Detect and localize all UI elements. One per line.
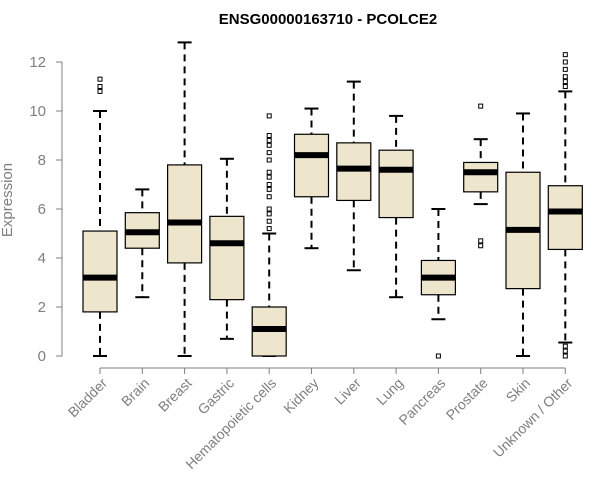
box-prostate	[463, 103, 499, 249]
iqr-box	[378, 149, 414, 219]
y-tick-label: 6	[38, 201, 46, 218]
outlier-point	[562, 79, 568, 85]
y-tick-label: 2	[38, 299, 46, 316]
outlier-point	[97, 88, 103, 94]
y-tick-label: 12	[29, 54, 46, 71]
outlier-point	[266, 226, 272, 232]
box-gastric	[209, 157, 245, 340]
x-tick-label: Skin	[503, 375, 534, 406]
outlier-point	[266, 133, 272, 138]
x-tick-label: Prostate	[443, 375, 491, 423]
outlier-point	[562, 84, 568, 89]
boxes-group	[82, 41, 583, 359]
outlier-point	[266, 137, 272, 143]
x-tick-label: Bladder	[65, 375, 111, 421]
box-lung	[378, 114, 414, 299]
iqr-box	[336, 142, 372, 202]
x-tick-label: Pancreas	[395, 375, 448, 428]
iqr-box	[463, 161, 499, 193]
y-tick-label: 0	[38, 348, 46, 365]
box-unknown-other	[547, 52, 583, 359]
box-skin	[505, 112, 541, 357]
outlier-point	[266, 211, 272, 217]
x-tick-label: Kidney	[280, 375, 322, 417]
iqr-box	[167, 164, 203, 264]
x-tick-label: Brain	[118, 375, 152, 409]
outlier-point	[478, 238, 484, 244]
box-hematopoietic-cells	[251, 113, 287, 357]
outlier-point	[562, 52, 568, 58]
y-tick-label: 10	[29, 103, 46, 120]
box-kidney	[293, 107, 330, 250]
outlier-point	[562, 66, 568, 72]
outlier-point	[266, 150, 272, 156]
outlier-point	[266, 157, 272, 163]
outlier-point	[266, 182, 272, 187]
outlier-point	[562, 348, 568, 354]
box-pancreas	[420, 208, 456, 359]
outlier-point	[562, 59, 568, 65]
outlier-point	[266, 218, 272, 224]
chart-title: ENSG00000163710 - PCOLCE2	[219, 11, 437, 28]
outlier-point	[266, 174, 272, 180]
x-tick-label: Unknown / Other	[490, 375, 576, 461]
outlier-point	[97, 76, 103, 82]
iqr-box	[547, 185, 583, 251]
outlier-point	[562, 343, 568, 349]
y-axis: 0 2 4 6 8 10 12	[29, 54, 63, 365]
outlier-point	[266, 206, 272, 212]
box-brain	[124, 188, 160, 299]
iqr-box	[82, 230, 118, 313]
y-tick-label: 8	[38, 152, 46, 169]
outlier-point	[435, 353, 441, 359]
outlier-point	[562, 353, 568, 359]
outlier-point	[266, 186, 272, 192]
outlier-point	[266, 169, 272, 175]
box-liver	[336, 80, 372, 272]
box-bladder	[82, 76, 118, 357]
x-tick-label: Liver	[331, 375, 364, 408]
iqr-box	[293, 133, 330, 198]
outlier-point	[266, 142, 272, 148]
y-tick-label: 4	[38, 250, 46, 267]
outlier-point	[97, 84, 103, 89]
outlier-point	[478, 243, 484, 249]
outlier-point	[266, 113, 272, 119]
iqr-box	[209, 215, 245, 301]
x-tick-label: Breast	[155, 375, 195, 415]
outlier-point	[478, 103, 484, 109]
box-breast	[167, 41, 203, 357]
outlier-point	[562, 74, 568, 80]
y-axis-label: Expression	[0, 163, 16, 237]
outlier-point	[266, 194, 272, 200]
x-tick-label: Lung	[373, 375, 406, 408]
